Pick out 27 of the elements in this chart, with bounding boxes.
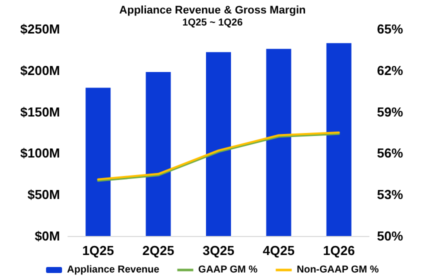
- chart-subtitle: 1Q25 ~ 1Q26: [182, 18, 244, 28]
- x-tick-label: 1Q26: [322, 243, 355, 258]
- bar: [266, 48, 292, 236]
- y2-tick-label: 56%: [377, 146, 404, 161]
- bar: [146, 72, 171, 236]
- x-tick-label: 2Q25: [142, 243, 174, 258]
- y-tick-label: $0M: [34, 228, 60, 244]
- legend-label: Non-GAAP GM %: [296, 264, 379, 276]
- y-tick-label: $150M: [20, 104, 60, 120]
- chart-title: Appliance Revenue & Gross Margin: [119, 4, 306, 16]
- y2-tick-label: 65%: [377, 22, 404, 36]
- bar: [86, 88, 111, 236]
- bar: [326, 43, 352, 236]
- legend-label: GAAP GM %: [198, 264, 258, 276]
- y2-tick-label: 59%: [377, 104, 404, 120]
- y2-tick-label: 62%: [377, 62, 404, 78]
- x-tick-label: 3Q25: [202, 243, 234, 258]
- y-tick-label: $100M: [20, 146, 60, 161]
- legend-label: Appliance Revenue: [67, 264, 160, 276]
- y2-tick-label: 50%: [377, 228, 404, 244]
- x-tick-label: 1Q25: [82, 243, 114, 258]
- y-tick-label: $250M: [20, 22, 60, 36]
- x-tick-label: 4Q25: [262, 243, 295, 258]
- y2-tick-label: 53%: [377, 187, 404, 202]
- y-tick-label: $50M: [27, 187, 60, 202]
- y-tick-label: $200M: [20, 62, 60, 78]
- bar: [206, 52, 231, 236]
